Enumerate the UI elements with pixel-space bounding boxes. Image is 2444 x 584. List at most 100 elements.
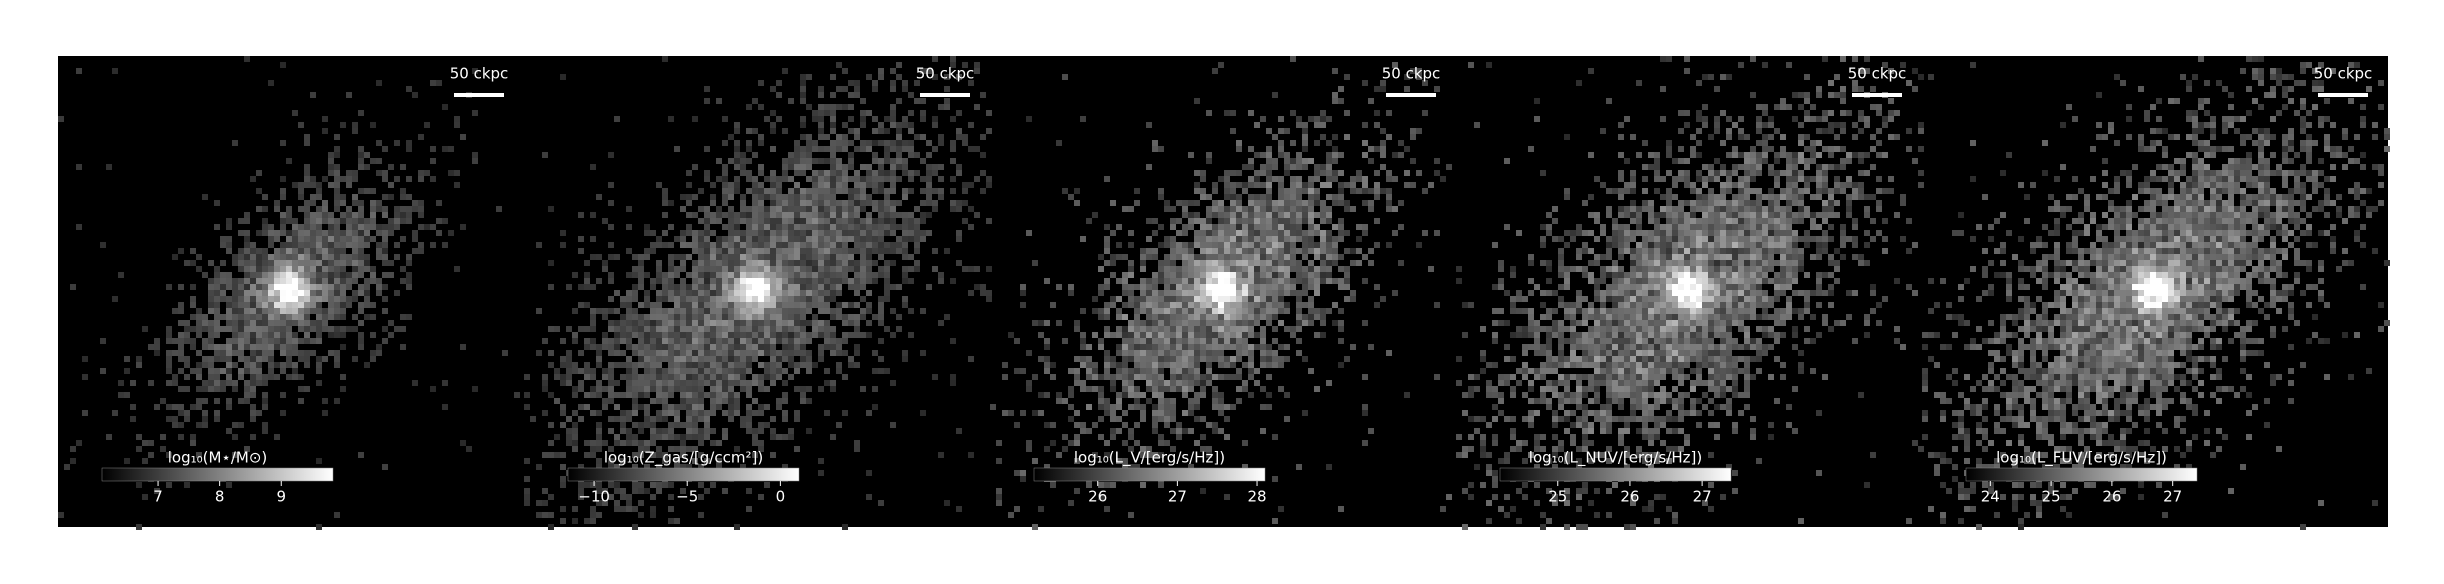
pixel [884,242,890,248]
pixel [866,230,872,236]
pixel [316,356,322,362]
pixel [866,224,872,230]
pixel [232,284,238,290]
pixel [710,278,716,284]
pixel [382,194,388,200]
pixel [644,440,650,446]
pixel [764,362,770,368]
pixel [1212,308,1218,314]
pixel [638,428,644,434]
pixel [1260,356,1266,362]
pixel [1188,224,1194,230]
pixel [680,386,686,392]
pixel [400,314,406,320]
pixel [1870,104,1876,110]
pixel [1200,236,1206,242]
pixel [340,242,346,248]
pixel [812,284,818,290]
pixel [1290,218,1296,224]
pixel [1230,236,1236,242]
pixel [316,308,322,314]
pixel [1146,452,1152,458]
pixel [830,242,836,248]
pixel [812,266,818,272]
pixel [704,278,710,284]
pixel [1158,416,1164,422]
pixel [1146,344,1152,350]
pixel [656,488,662,494]
pixel [1260,428,1266,434]
pixel [322,356,328,362]
pixel [860,272,866,278]
pixel [830,344,836,350]
pixel [340,218,346,224]
pixel [656,434,662,440]
pixel [418,224,424,230]
pixel [776,218,782,224]
pixel [1272,362,1278,368]
pixel [1224,494,1230,500]
pixel [1338,338,1344,344]
pixel [716,284,722,290]
pixel [830,266,836,272]
pixel [680,440,686,446]
pixel [788,272,794,278]
pixel [926,152,932,158]
pixel [1020,302,1026,308]
pixel [1846,158,1852,164]
pixel [854,236,860,242]
pixel [590,254,596,260]
pixel [902,266,908,272]
pixel [638,392,644,398]
pixel [722,176,728,182]
pixel [686,428,692,434]
pixel [596,344,602,350]
pixel [734,182,740,188]
pixel [220,260,226,266]
pixel [280,266,286,272]
pixel [1678,110,1684,116]
pixel [770,272,776,278]
pixel [890,260,896,266]
pixel [1236,248,1242,254]
pixel [1906,146,1912,152]
pixel [1194,254,1200,260]
pixel [340,272,346,278]
pixel [830,206,836,212]
pixel [962,134,968,140]
pixel [298,290,304,296]
pixel [292,314,298,320]
pixel [262,428,268,434]
pixel [262,254,268,260]
pixel [1224,224,1230,230]
pixel [674,290,680,296]
pixel [1224,176,1230,182]
pixel [734,404,740,410]
pixel [352,176,358,182]
pixel [578,488,584,494]
pixel [1320,242,1326,248]
pixel [1314,284,1320,290]
pixel [1152,350,1158,356]
pixel [680,266,686,272]
pixel [1146,302,1152,308]
pixel [1224,110,1230,116]
pixel [704,362,710,368]
pixel [1308,248,1314,254]
pixel [884,218,890,224]
pixel [196,254,202,260]
pixel [986,218,992,224]
pixel [734,266,740,272]
pixel [328,284,334,290]
pixel [1714,170,1720,176]
pixel [734,122,740,128]
pixel [884,140,890,146]
pixel [1230,284,1236,290]
pixel [298,182,304,188]
pixel [1380,80,1386,86]
pixel [1212,332,1218,338]
pixel [842,332,848,338]
pixel [430,242,436,248]
pixel [256,344,262,350]
pixel [1122,350,1128,356]
